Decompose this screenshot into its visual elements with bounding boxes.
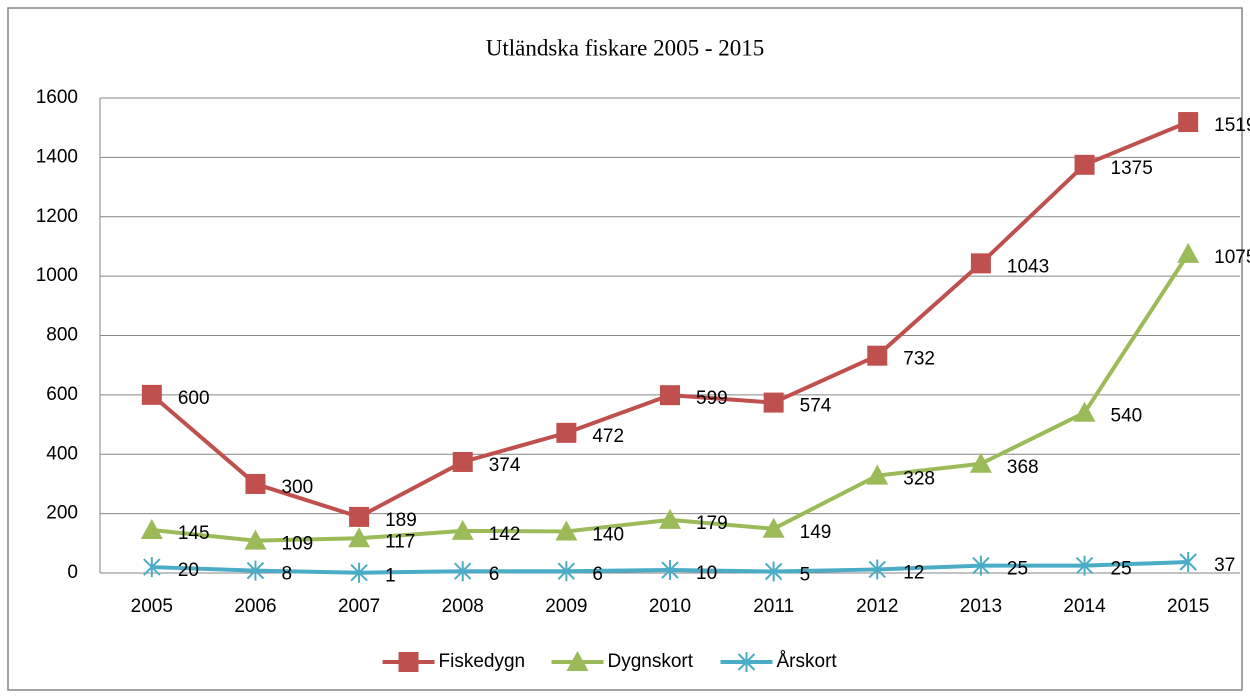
marker bbox=[737, 652, 756, 672]
data-label: 179 bbox=[696, 513, 728, 534]
data-label: 20 bbox=[178, 560, 199, 581]
y-tick-label: 1200 bbox=[36, 206, 78, 227]
marker bbox=[867, 345, 888, 366]
data-label: 8 bbox=[281, 564, 292, 585]
marker bbox=[245, 473, 266, 494]
marker bbox=[762, 517, 785, 538]
marker bbox=[141, 384, 162, 405]
x-tick-label: 2007 bbox=[338, 596, 380, 617]
x-tick-label: 2009 bbox=[545, 596, 587, 617]
data-label: 300 bbox=[281, 477, 313, 498]
marker bbox=[566, 651, 589, 671]
y-tick-label: 800 bbox=[46, 325, 78, 346]
data-label: 1 bbox=[385, 566, 396, 587]
legend-item: Dygnskort bbox=[551, 651, 694, 672]
y-tick-label: 200 bbox=[46, 503, 78, 524]
marker bbox=[143, 557, 161, 578]
marker bbox=[350, 562, 368, 583]
chart-border bbox=[7, 7, 1243, 691]
legend-label: Fiskedygn bbox=[439, 651, 526, 672]
data-label: 472 bbox=[592, 426, 624, 447]
marker bbox=[349, 506, 370, 527]
marker bbox=[451, 519, 474, 540]
y-tick-label: 1600 bbox=[36, 87, 78, 108]
marker bbox=[244, 529, 267, 550]
legend-item: Fiskedygn bbox=[382, 651, 526, 672]
x-tick-label: 2008 bbox=[442, 596, 484, 617]
legend-label: Dygnskort bbox=[608, 651, 694, 672]
data-label: 5 bbox=[800, 565, 811, 586]
marker bbox=[763, 392, 784, 413]
data-label: 1519 bbox=[1214, 115, 1250, 136]
marker bbox=[454, 561, 472, 582]
data-label: 6 bbox=[592, 564, 603, 585]
data-label: 140 bbox=[592, 524, 624, 545]
marker bbox=[555, 520, 578, 541]
marker bbox=[1177, 242, 1200, 263]
x-tick-label: 2015 bbox=[1167, 596, 1209, 617]
data-label: 374 bbox=[489, 455, 521, 476]
marker bbox=[246, 560, 265, 581]
data-label: 600 bbox=[178, 388, 210, 409]
data-label: 10 bbox=[696, 563, 717, 584]
marker bbox=[764, 561, 783, 582]
data-label: 328 bbox=[903, 469, 935, 490]
data-label: 574 bbox=[800, 396, 832, 417]
marker bbox=[659, 508, 681, 529]
marker bbox=[1073, 401, 1096, 422]
data-label: 1075 bbox=[1214, 247, 1250, 268]
y-tick-label: 600 bbox=[46, 384, 78, 405]
data-label: 368 bbox=[1007, 457, 1039, 478]
marker bbox=[972, 555, 990, 576]
data-label: 1375 bbox=[1111, 158, 1153, 179]
data-label: 732 bbox=[903, 349, 935, 370]
x-tick-label: 2006 bbox=[234, 596, 276, 617]
data-label: 6 bbox=[489, 564, 500, 585]
y-tick-label: 1400 bbox=[36, 146, 78, 167]
data-label: 1043 bbox=[1007, 256, 1049, 277]
data-label: 109 bbox=[281, 534, 313, 555]
data-label: 25 bbox=[1111, 559, 1132, 580]
marker bbox=[661, 560, 679, 581]
x-tick-label: 2012 bbox=[856, 596, 898, 617]
data-label: 25 bbox=[1007, 559, 1028, 580]
marker bbox=[398, 652, 419, 672]
x-tick-label: 2011 bbox=[753, 596, 794, 617]
marker bbox=[866, 464, 889, 485]
legend-item: Årskort bbox=[720, 651, 838, 672]
data-label: 117 bbox=[385, 531, 415, 552]
data-label: 149 bbox=[800, 522, 832, 543]
marker bbox=[660, 385, 680, 406]
y-tick-label: 0 bbox=[67, 562, 78, 583]
marker bbox=[969, 452, 992, 473]
legend-label: Årskort bbox=[777, 651, 838, 672]
marker bbox=[868, 559, 886, 580]
data-label: 12 bbox=[903, 562, 924, 583]
marker bbox=[140, 518, 163, 539]
x-tick-label: 2014 bbox=[1063, 596, 1106, 617]
chart-title: Utländska fiskare 2005 - 2015 bbox=[486, 35, 765, 60]
x-tick-label: 2010 bbox=[649, 596, 691, 617]
data-label: 142 bbox=[489, 524, 521, 545]
marker bbox=[348, 527, 371, 548]
y-tick-label: 400 bbox=[46, 443, 78, 464]
x-tick-label: 2005 bbox=[131, 596, 173, 617]
data-label: 37 bbox=[1214, 555, 1235, 576]
data-label: 189 bbox=[385, 510, 417, 531]
marker bbox=[556, 422, 577, 443]
marker bbox=[1074, 154, 1095, 175]
marker bbox=[557, 561, 576, 582]
marker bbox=[1178, 112, 1199, 133]
marker bbox=[452, 451, 473, 472]
data-label: 540 bbox=[1111, 406, 1143, 427]
data-label: 145 bbox=[178, 523, 210, 544]
marker bbox=[1179, 552, 1197, 573]
data-label: 599 bbox=[696, 388, 728, 409]
marker bbox=[970, 253, 991, 274]
x-tick-label: 2013 bbox=[960, 596, 1002, 617]
y-tick-label: 1000 bbox=[36, 265, 78, 286]
marker bbox=[1075, 555, 1094, 576]
